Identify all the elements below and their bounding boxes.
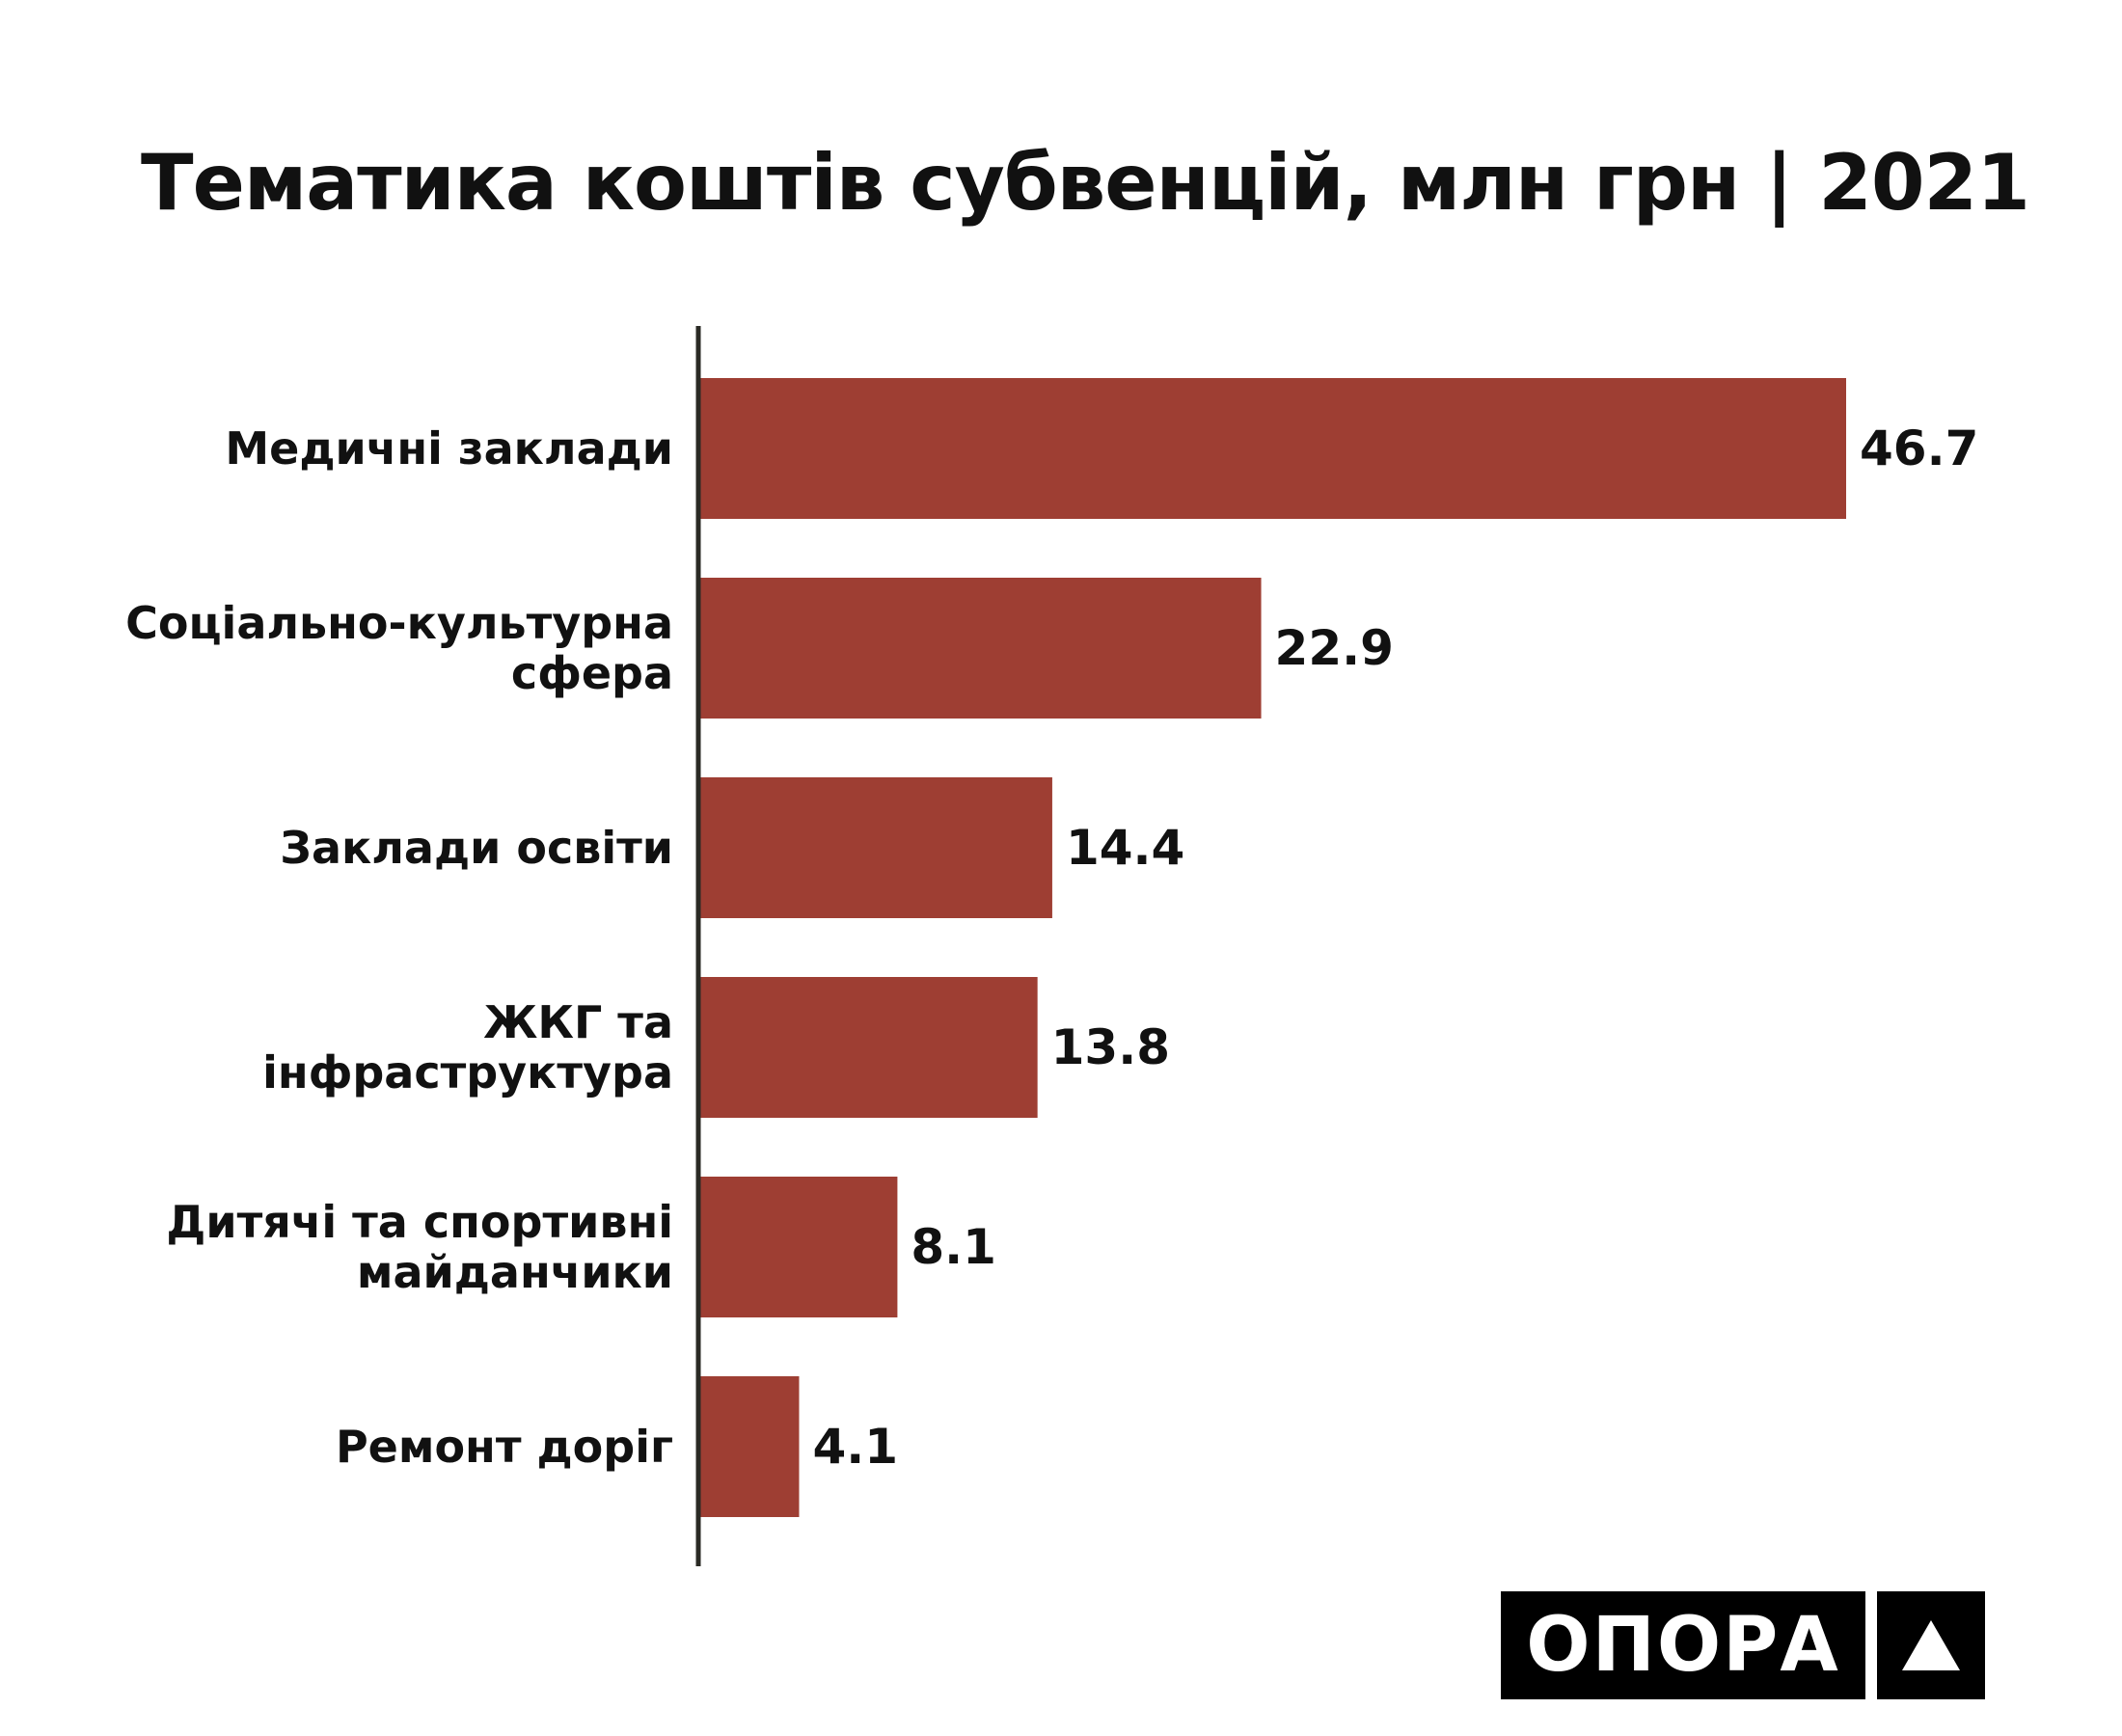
value-labels-layer: 46.7 22.9 14.4 13.8 8.1 4.1 xyxy=(812,420,1978,1475)
bar-2 xyxy=(698,777,1052,918)
category-label-line: майданчики xyxy=(357,1246,673,1298)
value-label-3: 13.8 xyxy=(1051,1019,1170,1075)
category-label-line: інфраструктура xyxy=(262,1046,673,1099)
value-label-1: 22.9 xyxy=(1275,620,1394,676)
category-label-line: Дитячі та спортивні xyxy=(166,1196,673,1248)
category-labels-layer: Медичні заклади Соціально-культурна сфера З… xyxy=(125,422,673,1473)
bar-1 xyxy=(698,578,1262,719)
bar-4 xyxy=(698,1177,898,1317)
category-label-line: сфера xyxy=(511,647,673,699)
bar-3 xyxy=(698,977,1038,1118)
category-label-1: Соціально-культурна сфера xyxy=(125,597,673,699)
logo-text: ОПОРА xyxy=(1501,1591,1865,1699)
value-label-4: 8.1 xyxy=(911,1219,996,1275)
chart-title: Тематика коштів субвенцій, млн грн | 202… xyxy=(141,138,2030,228)
triangle-icon-shape xyxy=(1902,1620,1960,1670)
opora-logo: ОПОРА xyxy=(1501,1591,1985,1699)
category-label-4: Дитячі та спортивні майданчики xyxy=(166,1196,673,1298)
category-label-3: ЖКГ та інфраструктура xyxy=(262,996,673,1099)
category-label-line: ЖКГ та xyxy=(483,996,673,1048)
category-label-0: Медичні заклади xyxy=(225,422,673,475)
value-label-0: 46.7 xyxy=(1860,420,1978,476)
category-label-line: Соціально-культурна xyxy=(125,597,673,649)
logo-separator xyxy=(1865,1591,1877,1699)
value-label-2: 14.4 xyxy=(1066,820,1184,876)
bar-5 xyxy=(698,1376,800,1517)
category-label-5: Ремонт доріг xyxy=(336,1421,673,1473)
value-label-5: 4.1 xyxy=(812,1419,898,1475)
category-label-line: Заклади освіти xyxy=(280,822,673,874)
category-label-line: Медичні заклади xyxy=(225,422,673,475)
category-label-line: Ремонт доріг xyxy=(336,1421,673,1473)
bars-layer xyxy=(698,378,1846,1517)
bar-0 xyxy=(698,378,1846,519)
triangle-icon xyxy=(1877,1591,1985,1699)
category-label-2: Заклади освіти xyxy=(280,822,673,874)
